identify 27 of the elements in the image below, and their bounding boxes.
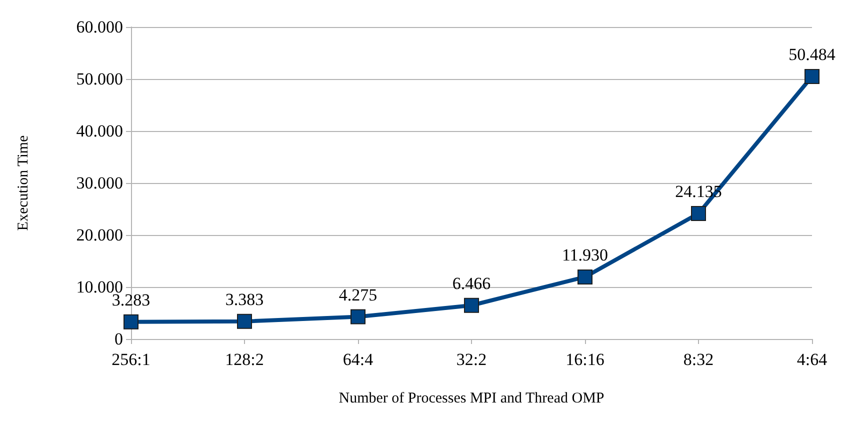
text: 4.275 bbox=[338, 285, 378, 304]
x-tick-label: 8:32 bbox=[683, 350, 714, 369]
y-tick-label: 20.000 bbox=[76, 226, 123, 244]
point bbox=[124, 314, 138, 330]
x-tick-label: 4:64 bbox=[796, 350, 828, 369]
text: 11.930 bbox=[562, 245, 608, 264]
x-tick-label: 128:2 bbox=[225, 350, 264, 369]
point bbox=[464, 298, 479, 313]
y-tick-label: 60.000 bbox=[76, 18, 123, 36]
y-tick-label: 30.000 bbox=[76, 174, 123, 192]
y-tick-label: 0 bbox=[114, 330, 123, 348]
y-tick-label: 50.000 bbox=[76, 70, 123, 88]
text: 3.383 bbox=[225, 290, 264, 309]
point bbox=[691, 206, 706, 221]
text: 6.466 bbox=[452, 274, 491, 293]
x-tick-label: 64:4 bbox=[342, 350, 374, 369]
point bbox=[804, 68, 820, 84]
point bbox=[237, 314, 252, 329]
x-tick-label: 256:1 bbox=[112, 350, 150, 369]
point bbox=[578, 269, 592, 284]
x-axis-title: Number of Processes MPI and Thread OMP bbox=[338, 390, 604, 406]
y-axis-title: Execution Time bbox=[16, 134, 32, 231]
x-tick-label: 32:2 bbox=[456, 350, 487, 369]
text: 50.484 bbox=[788, 44, 836, 64]
x-tick-label: 16:16 bbox=[566, 350, 604, 369]
point bbox=[350, 309, 366, 324]
y-tick-label: 40.000 bbox=[76, 122, 123, 140]
